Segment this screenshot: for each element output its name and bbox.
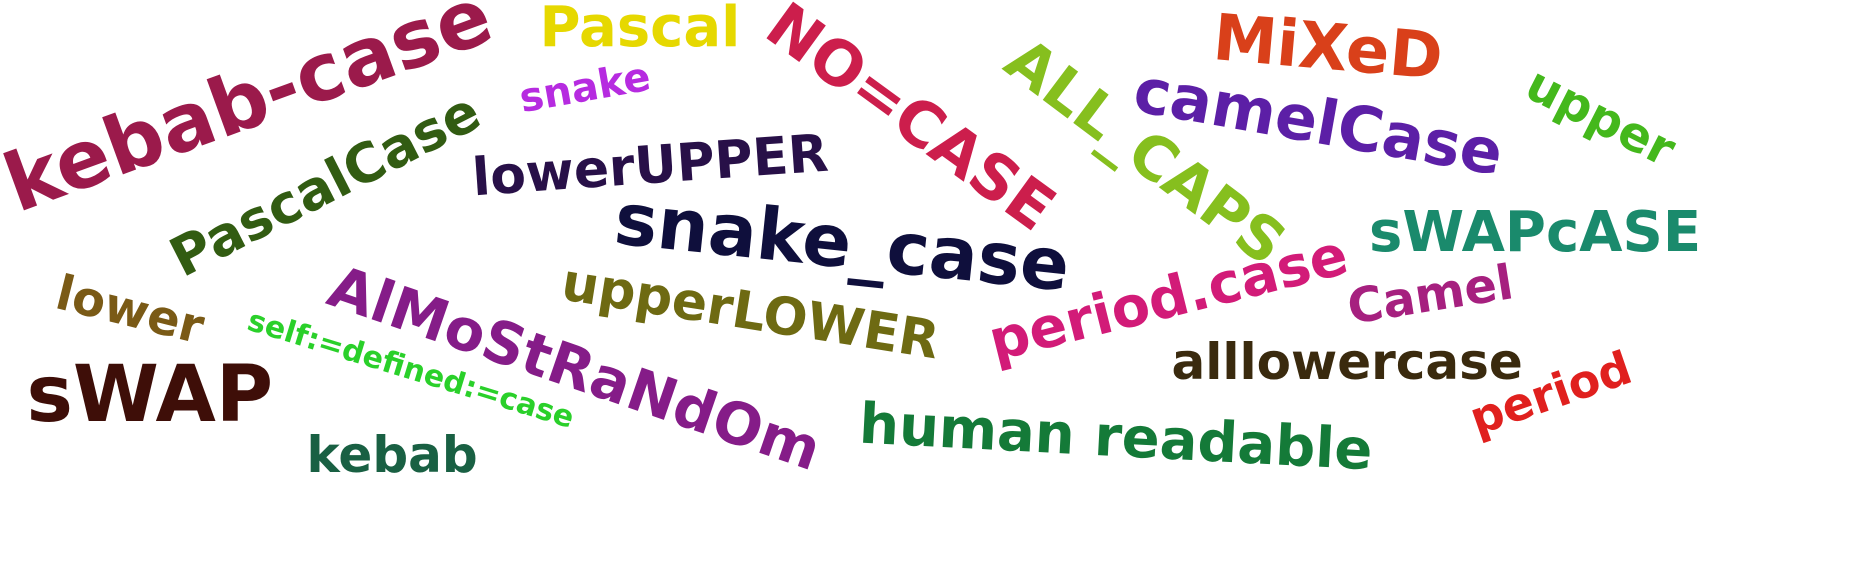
word-kebab: kebab [306,426,478,484]
word-alllowercase: alllowercase [1171,333,1523,391]
word-human-readable: human readable [857,391,1375,484]
word-swap: sWAP [26,350,274,440]
word-upper: upper [1516,55,1684,179]
word-camel: Camel [1343,254,1517,336]
word-pascal: Pascal [539,0,741,60]
word-swapcase: sWAPcASE [1369,200,1702,265]
word-snake: snake [516,53,654,123]
